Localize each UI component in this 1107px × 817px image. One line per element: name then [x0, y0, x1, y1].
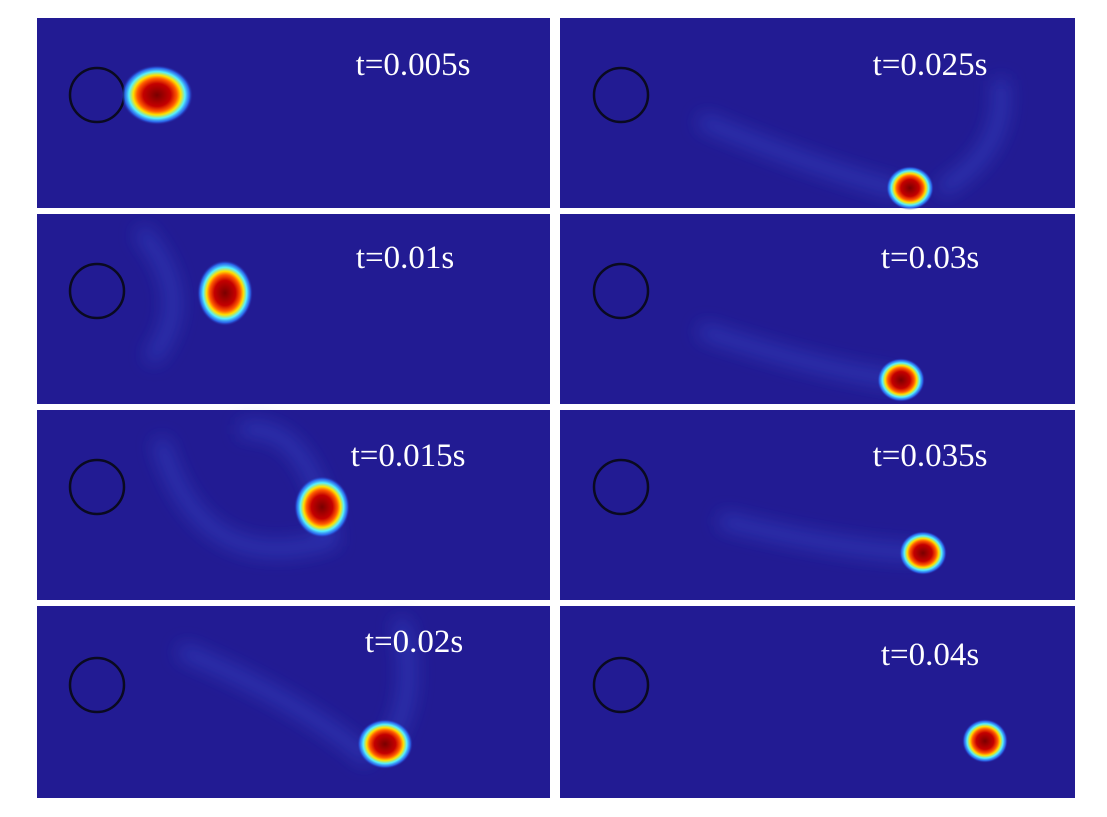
wake — [697, 79, 1009, 197]
obstacle — [592, 262, 650, 320]
obstacles — [68, 66, 650, 714]
blob — [962, 719, 1008, 763]
time-label: t=0.01s — [356, 240, 454, 276]
time-label: t=0.025s — [873, 47, 988, 83]
obstacle — [592, 656, 650, 714]
blob — [877, 358, 925, 402]
obstacle — [68, 458, 126, 516]
time-label: t=0.015s — [351, 438, 466, 474]
panel — [560, 606, 1075, 798]
blob — [294, 476, 350, 538]
time-label: t=0.02s — [365, 624, 463, 660]
blob — [121, 65, 193, 125]
blob — [357, 719, 413, 769]
panel — [560, 214, 1075, 404]
panel — [37, 18, 550, 208]
wake — [153, 422, 338, 556]
blob — [899, 531, 947, 575]
blobs — [121, 65, 1008, 769]
obstacle — [592, 66, 650, 124]
obstacle — [592, 458, 650, 516]
time-label: t=0.035s — [873, 438, 988, 474]
panels — [37, 18, 1075, 798]
blob — [886, 166, 934, 210]
wake — [134, 225, 180, 365]
panel — [37, 214, 550, 404]
panel — [560, 18, 1075, 208]
time-label: t=0.005s — [356, 47, 471, 83]
blob — [197, 260, 253, 326]
time-labels: t=0.005s t=0.025s t=0.01s t=0.03s t=0.01… — [351, 47, 988, 673]
panel — [560, 410, 1075, 600]
time-label: t=0.04s — [881, 637, 979, 673]
obstacle — [68, 262, 126, 320]
obstacle — [68, 656, 126, 714]
time-label: t=0.03s — [881, 240, 979, 276]
